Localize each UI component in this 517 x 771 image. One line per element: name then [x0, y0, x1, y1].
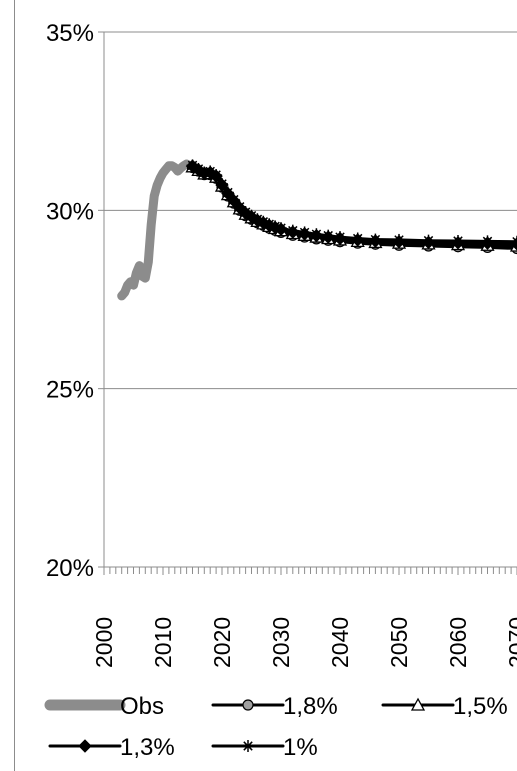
legend-marker — [78, 739, 92, 753]
data-point — [269, 220, 282, 233]
y-axis-ticks: 35% 30% 25% 20% — [46, 20, 104, 582]
data-point — [275, 222, 287, 235]
x-tick-label: 2030 — [268, 617, 294, 668]
x-tick-label: 2010 — [150, 617, 176, 668]
data-point — [239, 206, 252, 219]
y-tick-label: 30% — [46, 198, 94, 225]
data-point — [286, 224, 299, 237]
data-point — [227, 193, 240, 206]
data-point — [310, 228, 323, 241]
legend-item: 1,8% — [211, 693, 338, 720]
data-point — [210, 169, 223, 182]
legend: Obs 1,8% 1,5% 1,3% 1% — [44, 693, 508, 761]
x-tick-label: 2050 — [386, 617, 412, 668]
legend-marker — [410, 697, 426, 711]
x-tick-label: 2020 — [209, 617, 235, 668]
data-point — [511, 235, 517, 248]
data-point — [422, 234, 435, 247]
data-point — [481, 235, 494, 248]
data-point — [186, 159, 199, 172]
legend-label: 1,8% — [283, 693, 338, 720]
legend-label: Obs — [120, 693, 164, 720]
data-point — [452, 235, 464, 248]
series-layer — [117, 159, 517, 301]
legend-label: 1,5% — [453, 693, 508, 720]
x-tick-label: 2040 — [327, 617, 353, 668]
x-tick-label: 2060 — [445, 617, 471, 668]
chart-frame — [14, 0, 517, 771]
legend-marker — [242, 699, 254, 711]
data-point — [216, 177, 228, 190]
data-point — [221, 186, 234, 199]
legend-item: 1% — [211, 734, 318, 761]
legend-item: Obs — [44, 693, 164, 720]
y-tick-label: 20% — [46, 555, 94, 582]
data-point — [298, 226, 311, 239]
data-point — [322, 229, 335, 242]
data-point — [334, 231, 346, 244]
x-tick-label: 2070 — [504, 617, 517, 668]
legend-label: 1,3% — [120, 734, 175, 761]
x-tick-label: 2000 — [91, 617, 117, 668]
legend-marker — [242, 740, 254, 752]
series-line-4 — [191, 163, 517, 244]
data-point — [351, 232, 364, 245]
gridlines — [104, 31, 517, 390]
axes — [103, 32, 517, 568]
legend-item: 1,3% — [48, 734, 175, 761]
y-tick-label: 35% — [46, 20, 94, 47]
data-point — [393, 233, 405, 246]
y-tick-label: 25% — [46, 377, 94, 404]
x-axis-ticks: 2000 2010 2020 2030 2040 2050 2060 2070 — [91, 567, 517, 668]
data-point — [369, 233, 382, 246]
legend-label: 1% — [283, 734, 318, 761]
series-line-0 — [117, 159, 197, 301]
legend-item: 1,5% — [381, 693, 508, 720]
